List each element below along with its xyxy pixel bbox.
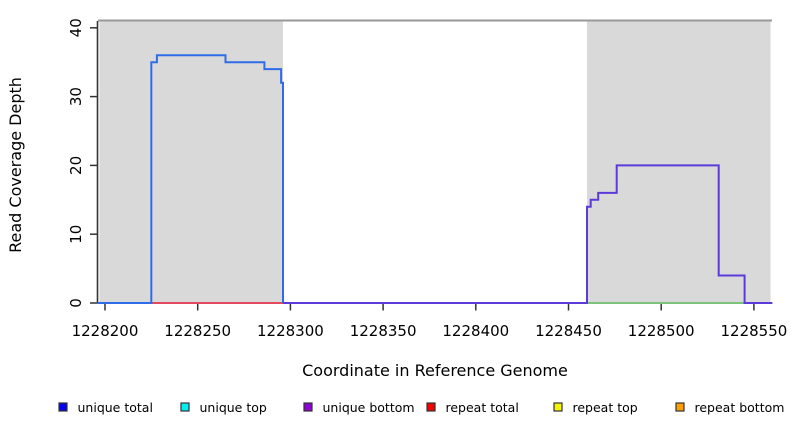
legend-label: unique top: [200, 400, 267, 415]
y-tick-label: 20: [67, 156, 85, 175]
legend-label: unique bottom: [323, 400, 415, 415]
x-axis: 1228200 1228250 1228300 1228350 1228400 12284…: [72, 303, 787, 340]
y-axis-label: Read Coverage Depth: [6, 77, 25, 253]
legend-item: unique bottom: [303, 400, 415, 415]
y-tick-label: 40: [67, 18, 85, 37]
x-tick-label: 1228450: [535, 322, 602, 340]
x-axis-label: Coordinate in Reference Genome: [302, 361, 568, 380]
legend-item: repeat total: [426, 400, 519, 415]
repeat-region-right: [587, 21, 771, 303]
x-tick-label: 1228350: [350, 322, 417, 340]
legend-item: unique top: [180, 400, 267, 415]
x-tick-label: 1228250: [164, 322, 231, 340]
legend-swatch: [180, 402, 190, 412]
coverage-series-lines: [97, 54, 773, 304]
legend-item: unique total: [58, 400, 153, 415]
y-axis: 0 10 20 30 40: [67, 18, 99, 308]
legend-item: repeat top: [553, 400, 638, 415]
x-tick-label: 1228200: [72, 322, 139, 340]
series-unique-bottom-line: [283, 164, 773, 304]
y-tick-label: 0: [67, 298, 85, 308]
y-tick-label: 30: [67, 87, 85, 106]
legend-swatch: [426, 402, 436, 412]
legend-label: unique total: [78, 400, 153, 415]
legend-swatch: [675, 402, 685, 412]
series-unique-total-line: [97, 54, 284, 304]
x-tick-label: 1228400: [442, 322, 509, 340]
legend-swatch: [58, 402, 68, 412]
legend-item: repeat bottom: [675, 400, 785, 415]
x-tick-label: 1228300: [257, 322, 324, 340]
y-tick-label: 10: [67, 225, 85, 244]
legend-swatch: [303, 402, 313, 412]
legend-label: repeat bottom: [695, 400, 785, 415]
legend-label: repeat top: [573, 400, 638, 415]
legend-label: repeat total: [446, 400, 519, 415]
repeat-region-left: [99, 21, 283, 303]
repeat-region-shading: [99, 21, 771, 303]
x-tick-label: 1228500: [628, 322, 695, 340]
x-tick-label: 1228550: [720, 322, 787, 340]
legend-swatch: [553, 402, 563, 412]
legend: unique total unique top unique bottom repea…: [58, 400, 785, 415]
